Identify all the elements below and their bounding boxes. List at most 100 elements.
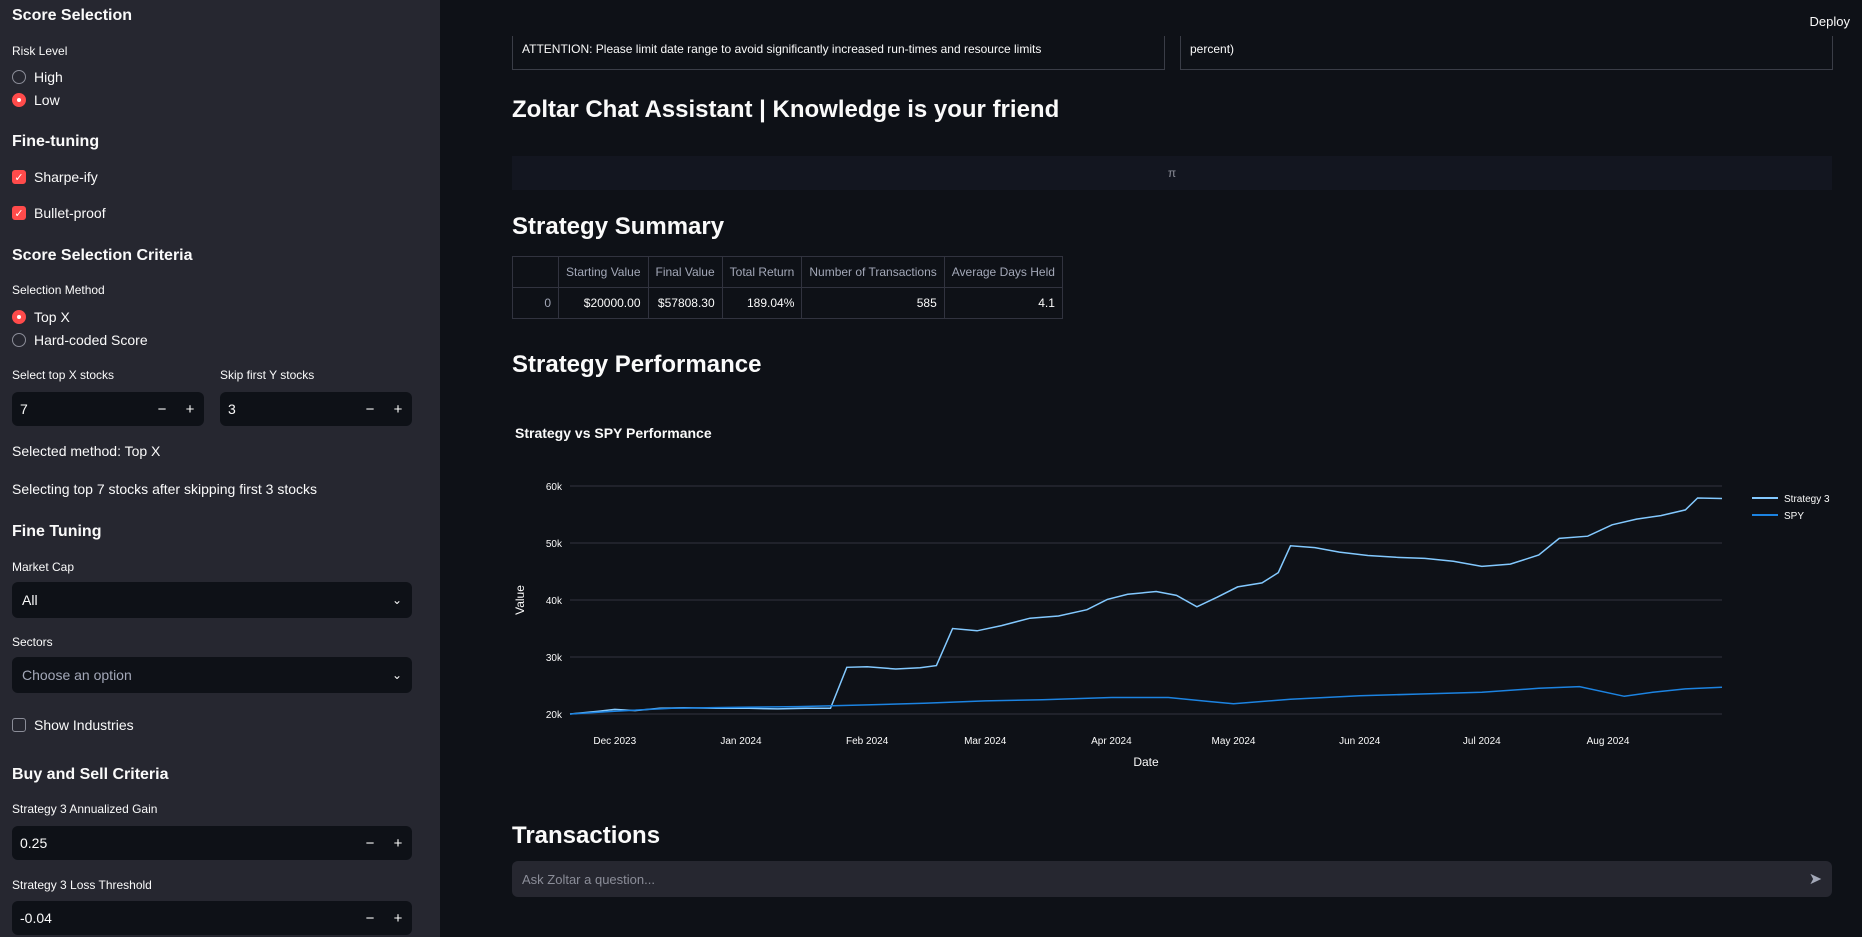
sectors-placeholder: Choose an option xyxy=(22,667,132,683)
skip-y-label: Skip first Y stocks xyxy=(220,368,315,382)
y-tick-label: 30k xyxy=(546,653,563,664)
x-tick-label: Dec 2023 xyxy=(593,736,636,747)
top-x-value[interactable]: 7 xyxy=(20,401,28,417)
decrement-button[interactable]: − xyxy=(365,909,375,927)
decrement-button[interactable]: − xyxy=(365,834,375,852)
performance-chart[interactable]: 20k 30k 40k 50k 60k Dec 2023 Jan 2024 Feb 2024 M… xyxy=(512,470,1832,780)
risk-option-high[interactable]: High xyxy=(12,69,63,85)
checkbox-label: Show Industries xyxy=(34,717,134,733)
radio-label: Low xyxy=(34,92,60,108)
gain-value[interactable]: 0.25 xyxy=(20,835,48,851)
x-tick-label: Aug 2024 xyxy=(1587,736,1630,747)
checkbox-label: Bullet-proof xyxy=(34,205,106,221)
chevron-down-icon: ⌄ xyxy=(391,668,402,682)
attention-notice: ATTENTION: Please limit date range to av… xyxy=(512,36,1165,70)
series-line-spy xyxy=(569,685,1723,715)
x-tick-label: Feb 2024 xyxy=(846,736,889,747)
table-header-row: Starting Value Final Value Total Return … xyxy=(512,256,1063,288)
top-x-label: Select top X stocks xyxy=(12,368,115,382)
checkbox-unchecked-icon xyxy=(12,718,26,732)
sectors-select[interactable]: Choose an option ⌄ xyxy=(12,657,412,693)
strategy-performance-title: Strategy Performance xyxy=(512,351,762,378)
method-option-top-x[interactable]: Top X xyxy=(12,309,70,325)
column-header[interactable]: Starting Value xyxy=(558,256,649,288)
column-header[interactable] xyxy=(512,256,559,288)
buy-sell-heading: Buy and Sell Criteria xyxy=(12,766,169,783)
table-cell: 4.1 xyxy=(943,287,1063,319)
selecting-text: Selecting top 7 stocks after skipping fi… xyxy=(12,481,318,497)
radio-checked-icon xyxy=(12,310,26,324)
gain-input[interactable]: 0.25 − + xyxy=(12,826,412,860)
x-tick-label: Mar 2024 xyxy=(964,736,1007,747)
deploy-button[interactable]: Deploy xyxy=(1809,14,1850,29)
chat-input[interactable]: Ask Zoltar a question... ➤ xyxy=(512,861,1832,897)
selected-method-text: Selected method: Top X xyxy=(12,443,161,459)
risk-option-low[interactable]: Low xyxy=(12,92,60,108)
column-header[interactable]: Number of Transactions xyxy=(801,256,945,288)
top-x-input[interactable]: 7 − + xyxy=(12,392,204,426)
gain-label: Strategy 3 Annualized Gain xyxy=(12,802,158,816)
method-option-hard-coded[interactable]: Hard-coded Score xyxy=(12,332,148,348)
radio-label: Top X xyxy=(34,309,70,325)
radio-label: High xyxy=(34,69,63,85)
x-axis-label: Date xyxy=(1133,755,1159,769)
increment-button[interactable]: + xyxy=(393,400,403,418)
chevron-down-icon: ⌄ xyxy=(391,593,402,607)
table-cell: $57808.30 xyxy=(647,287,723,319)
series-line-strategy-3 xyxy=(569,497,1723,715)
checkbox-checked-icon: ✓ xyxy=(12,170,26,184)
radio-label: Hard-coded Score xyxy=(34,332,148,348)
risk-level-label: Risk Level xyxy=(12,44,68,58)
info-notice: percent) xyxy=(1180,36,1833,70)
sharpeify-checkbox[interactable]: ✓ Sharpe-ify xyxy=(12,169,98,185)
bulletproof-checkbox[interactable]: ✓ Bullet-proof xyxy=(12,205,106,221)
y-tick-label: 40k xyxy=(546,596,563,607)
x-tick-label: Jan 2024 xyxy=(720,736,762,747)
column-header[interactable]: Total Return xyxy=(721,256,803,288)
radio-checked-icon xyxy=(12,93,26,107)
chat-output-area: π xyxy=(512,156,1832,190)
table-cell: $20000.00 xyxy=(558,287,649,319)
chart-title: Strategy vs SPY Performance xyxy=(515,425,712,441)
show-industries-checkbox[interactable]: Show Industries xyxy=(12,717,134,733)
chat-placeholder: Ask Zoltar a question... xyxy=(522,871,655,887)
sidebar: Score Selection Risk Level High Low Fine… xyxy=(0,0,440,937)
strategy-summary-table: Starting Value Final Value Total Return … xyxy=(512,256,1063,319)
loss-value[interactable]: -0.04 xyxy=(20,910,52,926)
column-header[interactable]: Average Days Held xyxy=(943,256,1063,288)
score-selection-heading: Score Selection xyxy=(12,7,133,24)
table-cell: 189.04% xyxy=(721,287,803,319)
y-axis-label: Value xyxy=(513,585,527,615)
increment-button[interactable]: + xyxy=(393,834,403,852)
increment-button[interactable]: + xyxy=(185,400,195,418)
loss-input[interactable]: -0.04 − + xyxy=(12,901,412,935)
increment-button[interactable]: + xyxy=(393,909,403,927)
checkbox-checked-icon: ✓ xyxy=(12,206,26,220)
x-tick-label: Jun 2024 xyxy=(1339,736,1381,747)
table-cell: 585 xyxy=(801,287,945,319)
market-cap-label: Market Cap xyxy=(12,560,75,574)
y-tick-label: 60k xyxy=(546,482,563,493)
y-tick-label: 50k xyxy=(546,539,563,550)
x-tick-label: May 2024 xyxy=(1212,736,1256,747)
column-header[interactable]: Final Value xyxy=(647,256,723,288)
radio-unchecked-icon xyxy=(12,70,26,84)
market-cap-select[interactable]: All ⌄ xyxy=(12,582,412,618)
decrement-button[interactable]: − xyxy=(157,400,167,418)
market-cap-value: All xyxy=(22,592,38,608)
send-icon[interactable]: ➤ xyxy=(1808,871,1822,888)
strategy-summary-title: Strategy Summary xyxy=(512,213,725,240)
criteria-heading: Score Selection Criteria xyxy=(12,247,193,264)
checkbox-label: Sharpe-ify xyxy=(34,169,98,185)
legend-label: SPY xyxy=(1784,511,1804,522)
radio-unchecked-icon xyxy=(12,333,26,347)
y-tick-label: 20k xyxy=(546,710,563,721)
fine-tuning2-heading: Fine Tuning xyxy=(12,523,102,540)
table-row: 0 $20000.00 $57808.30 189.04% 585 4.1 xyxy=(512,287,1063,319)
x-tick-label: Jul 2024 xyxy=(1463,736,1501,747)
skip-y-input[interactable]: 3 − + xyxy=(220,392,412,426)
decrement-button[interactable]: − xyxy=(365,400,375,418)
skip-y-value[interactable]: 3 xyxy=(228,401,236,417)
x-tick-label: Apr 2024 xyxy=(1091,736,1132,747)
table-cell: 0 xyxy=(512,287,559,319)
